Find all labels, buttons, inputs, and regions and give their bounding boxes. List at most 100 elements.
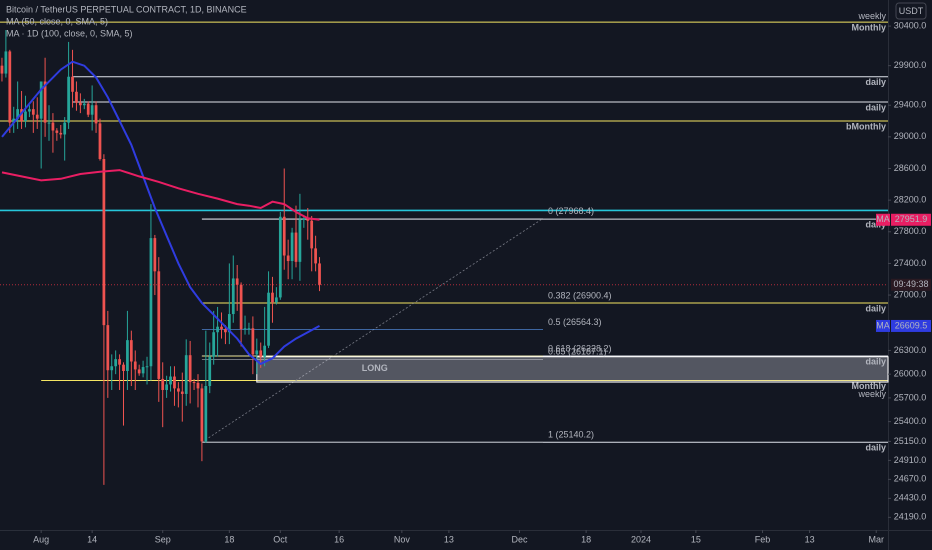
y-tick-label: 27800.0 [894, 226, 927, 236]
y-tick-label: 30400.0 [894, 20, 927, 30]
level-label: Monthly [852, 381, 887, 391]
candle-body [208, 356, 212, 387]
x-tick-label: Mar [868, 534, 884, 544]
candle-body [24, 111, 27, 122]
candle-body [20, 109, 23, 122]
candle-body [310, 220, 314, 249]
candle-body [51, 122, 55, 131]
level-label: daily [865, 102, 886, 112]
candle-body [259, 350, 263, 357]
ma-line [1, 60, 320, 366]
y-tick-label: 25150.0 [894, 436, 927, 446]
x-tick-label: Feb [755, 534, 771, 544]
candle-body [196, 382, 200, 389]
candle-body [161, 378, 165, 390]
price-tag [891, 213, 931, 226]
candle-body [90, 105, 94, 115]
x-tick-label: 14 [87, 534, 97, 544]
candle-body [106, 325, 110, 371]
x-tick-label: 13 [444, 534, 454, 544]
level-label: daily [865, 443, 886, 453]
y-tick-label: 27400.0 [894, 258, 927, 268]
candle-body [78, 102, 82, 106]
candle-body [118, 359, 121, 365]
price-tag-label: 26609.5 [895, 320, 928, 330]
candle-body [122, 364, 125, 371]
candle-body [4, 51, 8, 74]
candle-body [177, 388, 180, 392]
candle-body [251, 328, 255, 355]
candle-body [43, 81, 47, 123]
candle-body [227, 314, 231, 333]
x-tick-label: Dec [511, 534, 528, 544]
fib-label: 0.382 (26900.4) [548, 290, 612, 300]
legend-entry: MA · 1D (100, close, 0, SMA, 5) [6, 28, 133, 38]
countdown-label: 09:49:38 [893, 279, 928, 289]
candle-body [63, 122, 67, 135]
candle-body [204, 386, 208, 442]
candle-body [294, 232, 298, 262]
candle-body [39, 81, 43, 119]
currency-button[interactable] [895, 2, 927, 20]
fib-label: 0.5 (26564.3) [548, 317, 602, 327]
y-tick-label: 26300.0 [894, 345, 927, 355]
candle-body [271, 292, 274, 303]
x-tick-label: 16 [334, 534, 344, 544]
candle-body [298, 219, 302, 262]
x-tick-label: 18 [581, 534, 591, 544]
candle-body [314, 248, 317, 264]
candle-body [75, 91, 78, 103]
ma-tag [876, 319, 890, 332]
level-label: daily [865, 77, 886, 87]
level-label: bMonthly [846, 121, 886, 131]
price-tag [891, 319, 931, 332]
candle-body [86, 103, 90, 115]
y-tick-label: 24910.0 [894, 455, 927, 465]
countdown-tag [891, 278, 931, 291]
candle-body [114, 359, 118, 367]
candle-body [255, 350, 259, 355]
candle-body [275, 297, 278, 303]
candle-body [59, 132, 63, 135]
y-tick-label: 24190.0 [894, 512, 927, 522]
candle-body [302, 218, 306, 220]
level-label: daily [865, 356, 886, 366]
level-label: Monthly [852, 23, 887, 33]
candle-body [31, 109, 35, 115]
candle-body [243, 328, 247, 330]
candle-body [267, 292, 270, 346]
y-tick-label: 29400.0 [894, 100, 927, 110]
candle-body [188, 355, 192, 383]
long-label: LONG [362, 363, 388, 373]
candle-body [102, 159, 106, 326]
x-tick-label: Nov [394, 534, 411, 544]
y-tick-label: 24670.0 [894, 474, 927, 484]
candle-body [216, 326, 219, 333]
fib-label: 1 (25140.2) [548, 430, 594, 440]
candle-body [71, 76, 74, 92]
candle-body [141, 367, 145, 374]
candle-body [235, 278, 239, 285]
y-tick-label: 26000.0 [894, 369, 927, 379]
price-tag-label: 27951.9 [895, 214, 928, 224]
level-label: weekly [857, 389, 886, 399]
candle-body [129, 340, 133, 362]
candle-body [318, 263, 321, 285]
candle-body [98, 123, 102, 159]
candle-body [231, 278, 235, 315]
long-box [256, 356, 889, 383]
candle-body [290, 232, 294, 262]
candle-body [67, 76, 70, 123]
candle-body [110, 366, 114, 371]
candle-body [55, 130, 59, 133]
level-label: weekly [857, 11, 886, 21]
y-tick-label: 28600.0 [894, 163, 927, 173]
currency-label[interactable]: USDT [899, 6, 924, 16]
candle-body [169, 376, 172, 385]
level-label: daily [865, 303, 886, 313]
candle-body [306, 218, 310, 221]
x-tick-label: 15 [691, 534, 701, 544]
y-tick-label: 24430.0 [894, 493, 927, 503]
ma-line [1, 169, 320, 221]
